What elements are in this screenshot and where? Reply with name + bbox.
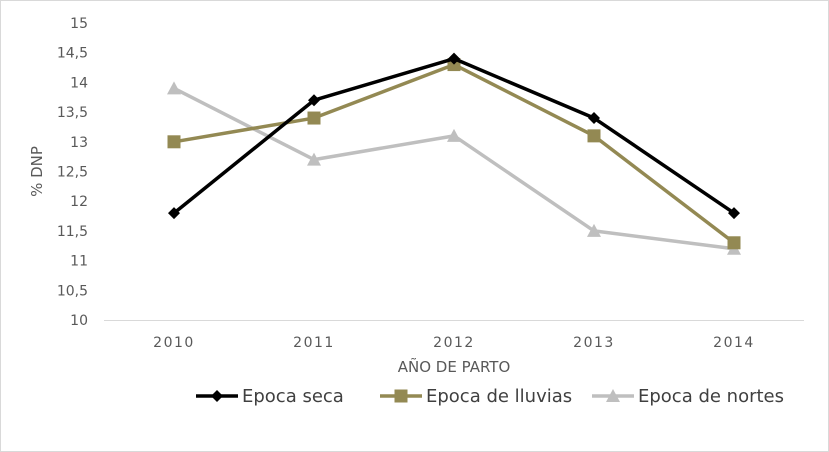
data-point [307,111,321,125]
y-tick-label: 14,5 [57,46,88,62]
y-tick-label: 15 [70,16,88,32]
data-point [728,207,740,220]
data-point [308,94,320,107]
data-point [448,52,460,65]
legend-swatch-marker [394,389,408,403]
y-tick-label: 11 [70,254,88,270]
data-point [307,152,321,166]
y-tick-label: 12,5 [57,165,88,181]
data-point [588,112,600,125]
legend: Epoca seca Epoca de lluvias Epoca de norte… [196,386,784,407]
x-tick-label: 2013 [573,335,615,351]
legend-swatch-marker [211,390,223,402]
x-tick-label: 2010 [153,335,195,351]
series-3 [167,81,741,255]
series-layer [167,52,741,255]
legend-label: Epoca de nortes [638,386,784,407]
y-tick-label: 12 [70,194,88,210]
data-point [587,223,601,237]
y-axis-title: % DNP [28,146,46,197]
legend-item: Epoca seca [196,386,344,407]
y-tick-label: 13 [70,135,88,151]
data-point [167,135,181,149]
data-point [167,81,181,95]
data-point [587,129,601,143]
series-line [173,86,735,251]
y-tick-label: 13,5 [57,105,88,121]
x-tick-label: 2014 [713,335,755,351]
legend-item: Epoca de nortes [592,386,784,407]
legend-swatch-marker [606,389,620,402]
x-tick-label: 2012 [433,335,475,351]
x-axis-ticks: 2010 2011 2012 2013 2014 [153,335,755,351]
data-point [727,236,741,250]
legend-item: Epoca de lluvias [380,386,572,407]
x-tick-label: 2011 [293,335,335,351]
series-1 [168,52,740,220]
y-tick-label: 14 [70,75,88,91]
series-2 [167,58,741,250]
y-tick-label: 10 [70,313,88,329]
data-point [447,128,461,142]
y-tick-label: 11,5 [57,224,88,240]
series-line [173,62,736,245]
y-tick-label: 10,5 [57,283,88,299]
legend-label: Epoca de lluvias [426,386,572,407]
legend-label: Epoca seca [242,386,344,407]
y-axis-ticks: 10 10,5 11 11,5 12 12,5 13 13,5 14 14,5 15 [57,16,88,329]
x-axis-title: AÑO DE PARTO [398,357,511,376]
data-point [168,207,180,220]
